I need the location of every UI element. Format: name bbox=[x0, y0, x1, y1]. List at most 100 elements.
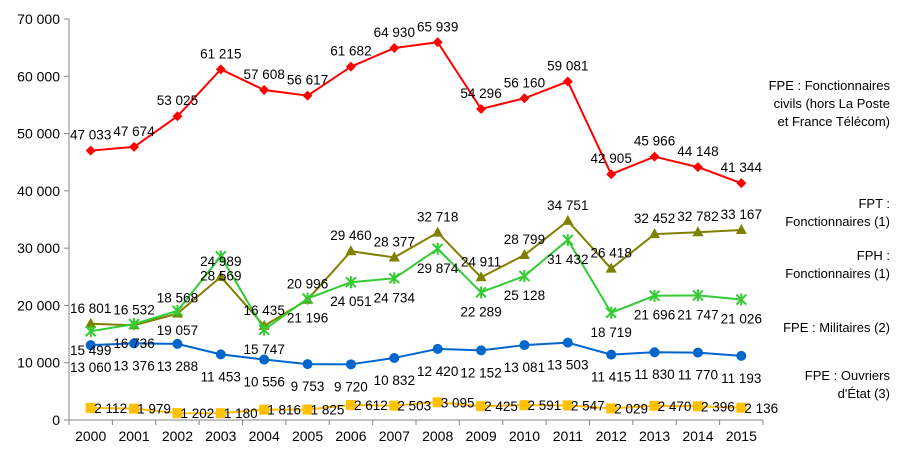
data-label: 11 830 bbox=[634, 367, 674, 382]
legend-entry-text: civils (hors La Poste bbox=[774, 96, 890, 111]
data-label: 24 734 bbox=[374, 290, 416, 305]
data-label: 15 499 bbox=[70, 343, 111, 358]
x-tick-label: 2004 bbox=[249, 428, 280, 444]
data-point-square bbox=[85, 402, 96, 413]
data-label: 65 939 bbox=[417, 19, 458, 34]
series-group bbox=[85, 337, 747, 370]
legend-entry-text: FPE : Ouvriers bbox=[805, 368, 891, 383]
data-label: 53 025 bbox=[157, 93, 198, 108]
data-point-diamond bbox=[692, 162, 703, 173]
data-label: 10 556 bbox=[244, 375, 285, 390]
data-label: 56 160 bbox=[504, 75, 545, 90]
data-point-triangle bbox=[518, 249, 530, 260]
data-point-triangle bbox=[605, 262, 617, 273]
data-label: 32 452 bbox=[634, 211, 675, 226]
x-tick-label: 2006 bbox=[335, 428, 366, 444]
x-tick-label: 2011 bbox=[553, 428, 583, 444]
data-point-square bbox=[389, 400, 400, 411]
data-label: 13 503 bbox=[547, 358, 588, 373]
data-point-star bbox=[605, 306, 617, 319]
series-line bbox=[90, 341, 742, 366]
data-label: 16 736 bbox=[113, 336, 154, 351]
data-label: 64 930 bbox=[374, 25, 415, 40]
data-label: 2 591 bbox=[528, 398, 562, 413]
data-label: 21 026 bbox=[721, 312, 762, 327]
data-point-square bbox=[649, 400, 660, 411]
y-tick-label: 20 000 bbox=[17, 297, 60, 313]
data-point-star bbox=[692, 289, 704, 302]
legend-entry-text: FPH : bbox=[857, 248, 890, 263]
data-label: 61 215 bbox=[200, 46, 241, 61]
data-label: 1 825 bbox=[311, 403, 345, 418]
data-point-diamond bbox=[476, 103, 487, 114]
data-point-triangle bbox=[562, 214, 574, 225]
x-tick-label: 2013 bbox=[639, 428, 670, 444]
data-label: 54 296 bbox=[460, 86, 501, 101]
data-point-square bbox=[259, 404, 270, 415]
data-label: 2 547 bbox=[571, 398, 605, 413]
data-label: 2 612 bbox=[354, 398, 388, 413]
data-label: 1 979 bbox=[137, 402, 171, 417]
data-point-star bbox=[258, 323, 270, 336]
data-point-circle bbox=[129, 338, 140, 349]
data-point-star bbox=[431, 242, 444, 255]
data-point-square bbox=[476, 401, 487, 412]
legend: FPE : Fonctionnaires civils (hors La Post… bbox=[769, 78, 891, 401]
data-point-circle bbox=[649, 347, 660, 358]
x-tick-label: 2014 bbox=[682, 428, 713, 444]
data-point-diamond bbox=[302, 90, 313, 101]
data-label: 45 966 bbox=[634, 134, 675, 149]
data-point-diamond bbox=[649, 151, 660, 162]
data-label: 20 996 bbox=[287, 277, 328, 292]
data-label: 11 415 bbox=[591, 370, 631, 385]
data-point-triangle bbox=[735, 224, 747, 235]
data-point-circle bbox=[562, 337, 573, 348]
data-label: 22 289 bbox=[460, 304, 501, 319]
data-label: 61 682 bbox=[330, 44, 371, 59]
data-label: 16 532 bbox=[113, 302, 154, 317]
data-point-star bbox=[562, 233, 574, 246]
data-point-circle bbox=[606, 349, 617, 360]
data-label: 2 396 bbox=[701, 399, 735, 414]
x-tick-label: 2009 bbox=[465, 428, 496, 444]
data-point-star bbox=[518, 270, 531, 283]
y-tick-label: 30 000 bbox=[17, 240, 60, 256]
data-label: 21 196 bbox=[287, 311, 328, 326]
x-tick-label: 2005 bbox=[292, 428, 323, 444]
data-point-diamond bbox=[172, 111, 183, 122]
data-label: 24 911 bbox=[461, 254, 501, 269]
data-label: 16 435 bbox=[244, 303, 285, 318]
data-point-triangle bbox=[85, 317, 97, 328]
x-tick-label: 2010 bbox=[509, 428, 540, 444]
data-label: 2 470 bbox=[658, 399, 692, 414]
data-point-star bbox=[648, 289, 661, 302]
data-label: 1 180 bbox=[224, 406, 258, 421]
y-tick-label: 0 bbox=[52, 412, 60, 428]
data-point-square bbox=[215, 408, 226, 419]
data-label: 24 051 bbox=[330, 294, 371, 309]
data-label: 18 568 bbox=[157, 291, 198, 306]
data-label: 47 033 bbox=[70, 128, 111, 143]
data-point-triangle bbox=[388, 251, 400, 262]
data-label: 15 747 bbox=[244, 342, 285, 357]
data-point-square bbox=[519, 400, 530, 411]
data-label: 32 718 bbox=[417, 210, 458, 225]
data-label: 29 460 bbox=[330, 228, 371, 243]
data-label: 11 193 bbox=[721, 371, 761, 386]
data-point-star bbox=[128, 318, 140, 331]
data-point-star bbox=[475, 286, 487, 299]
data-label: 19 057 bbox=[157, 323, 198, 338]
data-label: 11 453 bbox=[201, 369, 241, 384]
data-point-square bbox=[606, 403, 617, 414]
data-label: 16 801 bbox=[70, 301, 111, 316]
data-point-circle bbox=[302, 359, 313, 370]
data-point-star bbox=[735, 293, 748, 306]
data-point-diamond bbox=[432, 37, 443, 48]
data-label: 32 782 bbox=[677, 209, 718, 224]
series-line bbox=[90, 401, 742, 415]
data-point-diamond bbox=[562, 76, 573, 87]
data-label: 28 569 bbox=[200, 268, 241, 283]
data-label: 3 095 bbox=[441, 395, 475, 410]
y-tick-label: 50 000 bbox=[17, 126, 60, 142]
x-tick-label: 2001 bbox=[118, 428, 149, 444]
